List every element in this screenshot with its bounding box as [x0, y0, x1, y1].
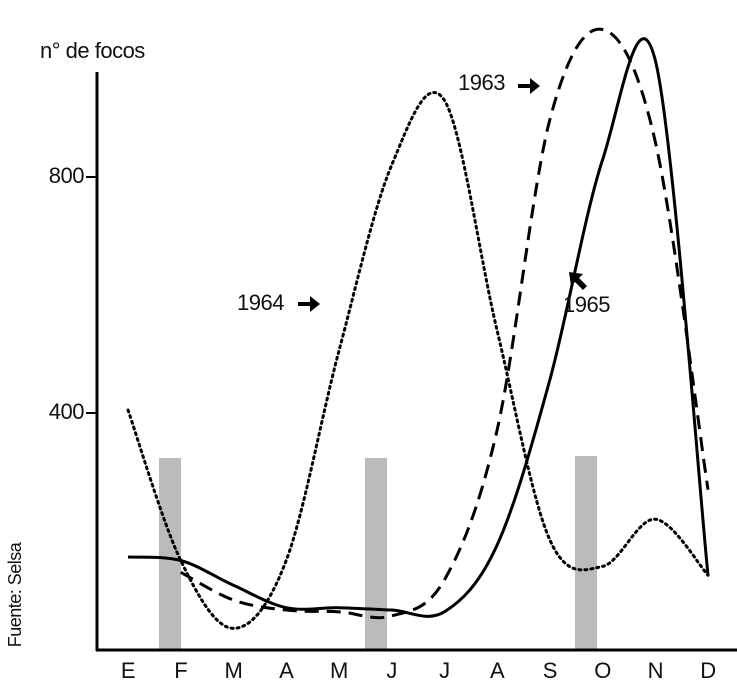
- x-tick-label: J: [386, 658, 397, 683]
- series-label: 1965: [563, 292, 610, 317]
- x-tick-label: N: [648, 658, 663, 683]
- period-bar: [159, 458, 181, 650]
- series-line: [127, 37, 710, 618]
- x-tick-label: S: [543, 658, 557, 683]
- y-axis-label: n° de focos: [40, 38, 145, 63]
- x-tick-label: J: [439, 658, 450, 683]
- x-tick-label: M: [225, 658, 243, 683]
- period-bar: [575, 456, 597, 650]
- arrow: [298, 296, 320, 312]
- x-tick-label: F: [174, 658, 187, 683]
- series-line: [126, 91, 710, 630]
- y-tick-label: 400: [49, 399, 84, 424]
- y-tick-label: 800: [49, 163, 84, 188]
- x-tick-label: A: [279, 658, 294, 683]
- series-line: [180, 27, 710, 620]
- x-tick-label: O: [594, 658, 611, 683]
- source: Fuente: Selsa: [5, 541, 25, 647]
- x-tick-label: E: [121, 658, 135, 683]
- period-bar: [365, 458, 387, 650]
- x-tick-label: D: [700, 658, 715, 683]
- x-tick-label: M: [330, 658, 348, 683]
- series-label: 1963: [458, 70, 505, 95]
- arrow: [518, 78, 540, 94]
- series-label: 1964: [237, 290, 284, 315]
- x-tick-label: A: [490, 658, 505, 683]
